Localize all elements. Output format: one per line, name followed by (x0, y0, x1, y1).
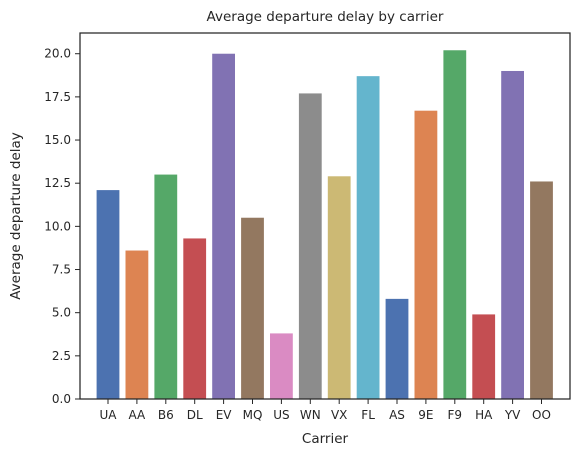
y-tick-label: 12.5 (44, 176, 71, 190)
bars-group (96, 50, 553, 400)
x-tick-label: OO (532, 408, 551, 422)
bar-vx (327, 176, 351, 399)
plot-frame (79, 32, 571, 400)
x-axis-title: Carrier (302, 431, 349, 447)
x-tick-label: VX (331, 408, 347, 422)
bar-mq (241, 217, 264, 399)
x-tick-label: AA (129, 408, 147, 422)
bar-yv (501, 70, 524, 399)
y-tick-label: 15.0 (44, 133, 71, 147)
bar-ev (212, 53, 235, 399)
y-axis-ticks: 0.0 2.5 5.0 7.5 10.0 12.5 15.0 17.5 20.0 (44, 47, 80, 406)
y-tick-label: 20.0 (44, 47, 71, 61)
x-tick-label: YV (504, 408, 521, 422)
bar-ha (472, 314, 496, 399)
bar-f9 (443, 50, 467, 399)
bar-wn (298, 93, 322, 400)
x-tick-label: F9 (448, 408, 463, 422)
bar-aa (125, 250, 149, 399)
x-tick-label: AS (389, 408, 405, 422)
bar-oo (530, 181, 553, 399)
y-axis-title: Average departure delay (8, 132, 24, 300)
x-tick-label: WN (300, 408, 321, 422)
x-tick-label: UA (100, 408, 118, 422)
plot-background (80, 33, 570, 399)
x-tick-label: MQ (243, 408, 263, 422)
bar-9e (414, 110, 438, 399)
bar-as (385, 298, 409, 399)
chart-title: Average departure delay by carrier (207, 9, 444, 25)
y-tick-label: 17.5 (44, 90, 71, 104)
x-tick-label: DL (187, 408, 203, 422)
y-tick-label: 0.0 (52, 392, 71, 406)
bar-fl (356, 76, 380, 399)
x-tick-label: US (273, 408, 289, 422)
x-axis-ticks: UA AA B6 DL EV MQ US WN VX FL AS 9E F9 HA YV OO (100, 399, 551, 422)
y-tick-label: 5.0 (52, 306, 71, 320)
bar-b6 (154, 174, 178, 399)
x-tick-label: EV (216, 408, 233, 422)
bar-dl (183, 238, 207, 399)
x-tick-label: B6 (158, 408, 174, 422)
bar-us (270, 333, 293, 399)
y-tick-label: 2.5 (52, 349, 71, 363)
x-tick-label: HA (475, 408, 493, 422)
y-tick-label: 7.5 (52, 263, 71, 277)
x-tick-label: FL (361, 408, 375, 422)
bar-ua (96, 190, 120, 399)
y-tick-label: 10.0 (44, 219, 71, 233)
x-tick-label: 9E (418, 408, 433, 422)
